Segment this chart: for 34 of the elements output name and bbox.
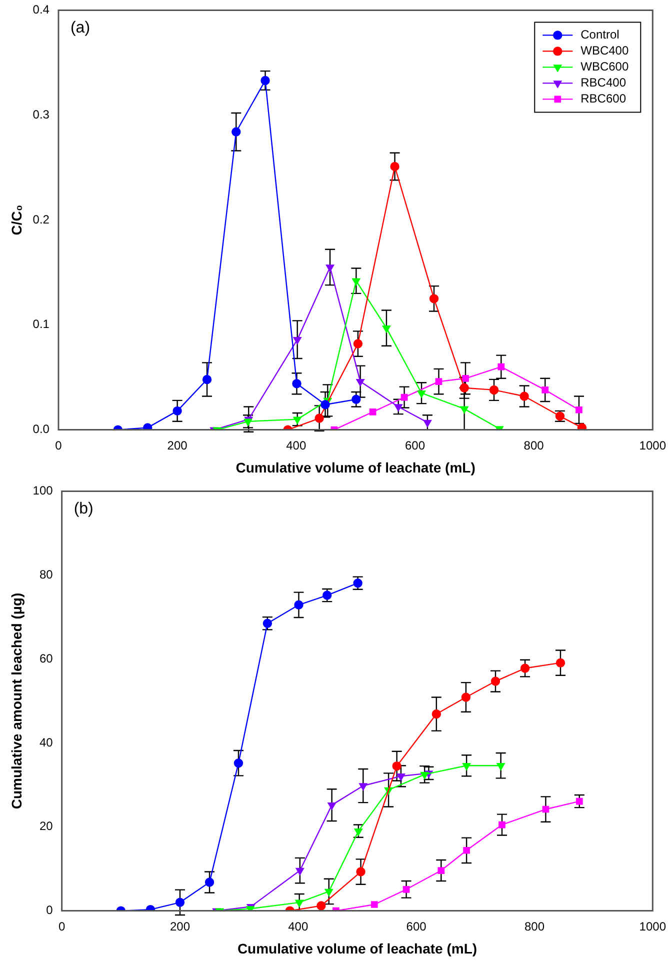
legend-label: Control <box>580 28 620 42</box>
x-axis-title: Cumulative volume of leachate (mL) <box>237 940 478 956</box>
x-tick-label: 600 <box>404 438 426 452</box>
y-tick-label: 0.2 <box>32 212 50 226</box>
legend-label: RBC400 <box>580 76 626 90</box>
legend-label: WBC400 <box>580 44 629 58</box>
legend-label: WBC600 <box>580 60 629 74</box>
x-axis-title: Cumulative volume of leachate (mL) <box>236 459 476 476</box>
x-tick-label: 800 <box>524 919 545 934</box>
x-tick-label: 800 <box>524 438 544 452</box>
x-tick-label: 0 <box>58 919 66 934</box>
x-tick-label: 600 <box>406 919 427 934</box>
y-tick-label: 60 <box>39 651 54 666</box>
y-tick-label: 20 <box>39 819 54 834</box>
y-tick-label: 0 <box>46 903 54 918</box>
x-tick-label: 0 <box>55 438 62 452</box>
y-tick-label: 0.1 <box>32 317 50 332</box>
y-tick-label: 0.4 <box>32 2 50 17</box>
y-tick-label: 80 <box>39 567 54 582</box>
x-tick-label: 1000 <box>639 438 666 452</box>
x-tick-label: 400 <box>288 919 308 934</box>
y-tick-label: 40 <box>39 735 54 750</box>
annotation: (b) <box>74 500 94 518</box>
y-axis-title: Cumulative amount leached (μg) <box>8 592 24 810</box>
y-tick-label: 0.0 <box>32 422 50 436</box>
y-tick-label: 0.3 <box>32 107 50 122</box>
y-tick-label: 100 <box>32 484 54 498</box>
legend-label: RBC600 <box>580 92 626 106</box>
x-tick-label: 400 <box>286 438 306 452</box>
x-tick-label: 1000 <box>639 919 666 934</box>
y-axis-title: C/C₀ <box>8 204 24 236</box>
x-tick-label: 200 <box>170 919 190 934</box>
annotation: (a) <box>70 20 90 37</box>
x-tick-label: 200 <box>167 438 188 452</box>
